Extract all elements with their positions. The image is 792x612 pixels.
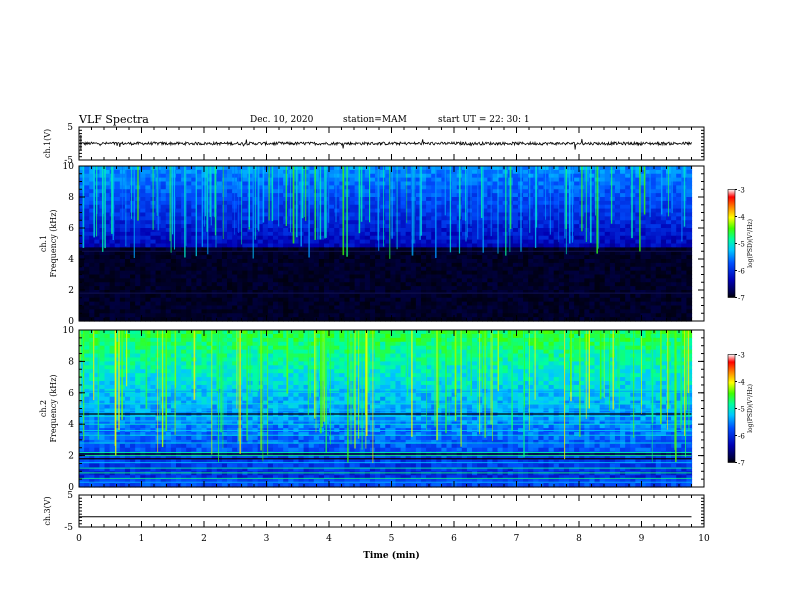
y-tick-label: 4 — [68, 255, 74, 265]
y-axis-label: ch.3(V) — [43, 496, 52, 525]
colorbar-label-text: log(PSD)(V²/Hz) — [747, 219, 754, 268]
colorbar-label: log(PSD)(V²/Hz) — [747, 384, 754, 433]
colorbar-tick-label: -3 — [738, 187, 745, 195]
figure-title: VLF Spectra — [79, 113, 149, 126]
y-axis-label: ch.1 Frequency (kHz) — [39, 209, 58, 277]
x-tick-label: 9 — [639, 534, 645, 544]
x-tick-label: 8 — [576, 534, 582, 544]
y-tick-label: 6 — [68, 224, 74, 234]
colorbar-tick-label: -5 — [738, 241, 745, 249]
y-tick-label: 5 — [67, 123, 73, 133]
colorbar-tick-label: -4 — [738, 214, 745, 222]
date-label: Dec. 10, 2020 — [250, 115, 314, 125]
colorbar-tick-label: -3 — [738, 352, 745, 360]
start-time-label: start UT = 22: 30: 1 — [438, 115, 530, 125]
y-tick-label: 0 — [68, 483, 74, 493]
x-axis-label: Time (min) — [363, 550, 420, 561]
x-tick-label: 5 — [389, 534, 395, 544]
y-tick-label: 0 — [68, 317, 74, 327]
x-tick-label: 10 — [698, 534, 710, 544]
y-tick-label: -5 — [64, 523, 73, 533]
y-tick-label: 2 — [68, 286, 74, 296]
station-label: station=MAM — [343, 115, 407, 125]
y-tick-label: 2 — [68, 452, 74, 462]
x-tick-label: 1 — [139, 534, 145, 544]
colorbar-tick-label: -7 — [738, 460, 745, 468]
x-tick-label: 7 — [514, 534, 520, 544]
x-tick-label: 3 — [264, 534, 270, 544]
y-axis-label: ch.2 — [39, 400, 48, 417]
colorbar-tick-label: -6 — [738, 433, 745, 441]
y-axis-label: Frequency (kHz) — [49, 374, 58, 442]
x-tick-label: 4 — [326, 534, 332, 544]
y-tick-label: 4 — [68, 420, 74, 430]
colorbar-label: log(PSD)(V²/Hz) — [747, 219, 754, 268]
y-axis-label: ch.3(V) — [43, 496, 52, 525]
y-tick-label: 6 — [68, 389, 74, 399]
spectrogram-image — [79, 330, 693, 488]
colorbar — [727, 354, 736, 463]
colorbar-tick-label: -4 — [738, 379, 745, 387]
y-tick-label: 8 — [68, 357, 74, 367]
x-tick-label: 0 — [76, 534, 82, 544]
y-tick-label: 8 — [68, 193, 74, 203]
y-axis-label: ch.1 — [39, 235, 48, 252]
colorbar — [727, 189, 736, 298]
colorbar-tick-label: -6 — [738, 268, 745, 276]
voltage-trace — [78, 138, 692, 150]
y-tick-label: 10 — [63, 326, 75, 336]
y-tick-label: -5 — [64, 156, 73, 166]
y-axis-label: ch.1(V) — [43, 129, 52, 158]
x-tick-label: 6 — [451, 534, 457, 544]
y-tick-label: 5 — [67, 491, 73, 501]
x-tick-label: 2 — [201, 534, 207, 544]
y-axis-label: ch.1(V) — [43, 129, 52, 158]
y-axis-label: ch.2 Frequency (kHz) — [39, 374, 58, 442]
colorbar-tick-label: -7 — [738, 295, 745, 303]
colorbar-tick-label: -5 — [738, 406, 745, 414]
y-axis-label: Frequency (kHz) — [49, 209, 58, 277]
colorbar-label-text: log(PSD)(V²/Hz) — [747, 384, 754, 433]
y-tick-label: 10 — [63, 162, 75, 172]
